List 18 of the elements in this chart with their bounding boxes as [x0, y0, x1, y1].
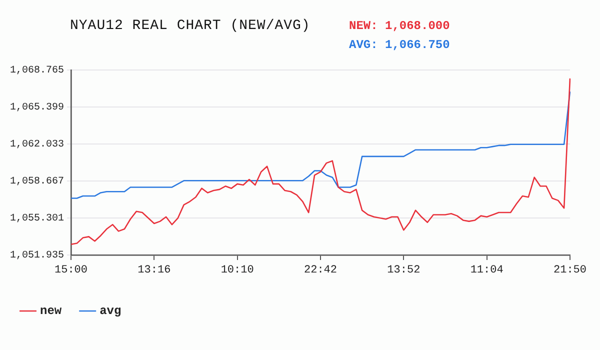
x-tick-label: 22:42: [304, 264, 338, 277]
y-tick-label: 1,051.935: [10, 250, 64, 262]
y-tick-label: 1,068.765: [10, 66, 64, 77]
x-tick-label: 21:50: [553, 264, 587, 277]
x-tick-label: 15:00: [54, 264, 88, 277]
text: NEW: 1,068.000: [349, 19, 450, 33]
text: AVG: 1,066.750: [349, 38, 450, 52]
x-tick-label: 13:16: [138, 264, 171, 277]
chart-title: NYAU12 REAL CHART (NEW/AVG): [70, 18, 310, 34]
x-tick-label: 10:10: [220, 264, 254, 277]
x-tick-label: 11:04: [470, 264, 504, 277]
legend-label: new: [40, 304, 62, 318]
y-tick-label: 1,058.667: [10, 176, 64, 188]
x-tick-label: 13:52: [387, 264, 420, 277]
y-tick-label: 1,062.033: [10, 140, 64, 151]
legend-label: avg: [100, 304, 122, 318]
y-tick-label: 1,065.399: [10, 102, 64, 114]
y-tick-label: 1,055.301: [10, 214, 64, 225]
